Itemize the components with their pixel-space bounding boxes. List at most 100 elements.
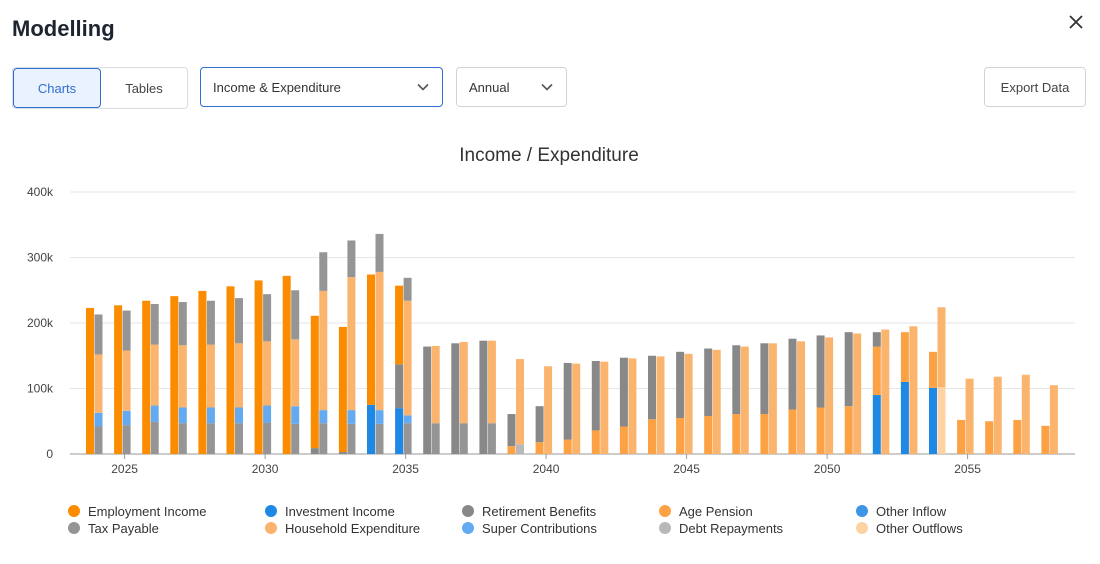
bar-investment-income[interactable] — [872, 395, 881, 454]
bar-household-expenditure[interactable] — [375, 271, 384, 411]
bar-investment-income[interactable] — [929, 387, 937, 454]
bar-retirement-benefits[interactable] — [310, 448, 319, 454]
tab-charts[interactable]: Charts — [13, 68, 101, 108]
bar-super-contributions[interactable] — [178, 407, 187, 424]
bar-tax-payable[interactable] — [206, 423, 215, 454]
bar-employment-income[interactable] — [226, 286, 235, 454]
bar-tax-payable[interactable] — [347, 423, 356, 454]
bar-retirement-benefits[interactable] — [619, 357, 628, 427]
bar-tax-payable[interactable] — [403, 277, 412, 301]
bar-employment-income[interactable] — [142, 300, 151, 454]
bar-super-contributions[interactable] — [206, 407, 215, 424]
bar-other-outflows[interactable] — [937, 387, 946, 454]
bar-retirement-benefits[interactable] — [591, 360, 600, 431]
bar-employment-income[interactable] — [395, 285, 404, 365]
legend-item-age-pension[interactable]: Age Pension — [659, 503, 856, 519]
legend-item-employment-income[interactable]: Employment Income — [68, 503, 265, 519]
bar-debt-repayments[interactable] — [516, 444, 524, 454]
bar-super-contributions[interactable] — [235, 407, 243, 424]
bar-household-expenditure[interactable] — [347, 277, 356, 411]
bar-retirement-benefits[interactable] — [760, 343, 769, 415]
bar-employment-income[interactable] — [114, 305, 123, 454]
bar-household-expenditure[interactable] — [263, 341, 272, 406]
bar-tax-payable[interactable] — [459, 423, 468, 454]
bar-household-expenditure[interactable] — [881, 329, 890, 454]
legend-item-debt-repayments[interactable]: Debt Repayments — [659, 520, 856, 536]
legend-item-other-inflow[interactable]: Other Inflow — [856, 503, 996, 519]
bar-super-contributions[interactable] — [319, 410, 328, 424]
report-type-select[interactable]: Income & Expenditure — [200, 67, 443, 107]
bar-super-contributions[interactable] — [150, 405, 159, 422]
bar-retirement-benefits[interactable] — [535, 406, 544, 443]
legend-item-tax-payable[interactable]: Tax Payable — [68, 520, 265, 536]
bar-age-pension[interactable] — [591, 430, 600, 454]
bar-household-expenditure[interactable] — [319, 290, 328, 411]
bar-tax-payable[interactable] — [235, 423, 243, 454]
bar-retirement-benefits[interactable] — [704, 348, 713, 417]
bar-tax-payable[interactable] — [122, 425, 131, 454]
bar-tax-payable[interactable] — [263, 422, 272, 454]
bar-tax-payable[interactable] — [375, 423, 384, 454]
bar-retirement-benefits[interactable] — [676, 351, 685, 418]
bar-household-expenditure[interactable] — [965, 378, 974, 454]
close-icon[interactable] — [1064, 10, 1088, 34]
bar-tax-payable[interactable] — [431, 423, 440, 454]
period-select[interactable]: Annual — [456, 67, 567, 107]
bar-age-pension[interactable] — [619, 426, 628, 454]
bar-age-pension[interactable] — [1013, 419, 1022, 454]
bar-retirement-benefits[interactable] — [395, 364, 404, 409]
bar-super-contributions[interactable] — [375, 410, 384, 424]
bar-household-expenditure[interactable] — [403, 300, 412, 416]
bar-household-expenditure[interactable] — [628, 358, 637, 454]
bar-super-contributions[interactable] — [347, 410, 356, 424]
bar-super-contributions[interactable] — [94, 412, 103, 427]
legend-item-household-expenditure[interactable]: Household Expenditure — [265, 520, 462, 536]
bar-tax-payable[interactable] — [291, 290, 300, 340]
bar-employment-income[interactable] — [338, 326, 347, 453]
bar-household-expenditure[interactable] — [684, 353, 693, 454]
bar-retirement-benefits[interactable] — [338, 452, 347, 454]
bar-super-contributions[interactable] — [403, 415, 412, 424]
bar-age-pension[interactable] — [900, 332, 909, 382]
bar-household-expenditure[interactable] — [797, 341, 805, 454]
bar-household-expenditure[interactable] — [178, 345, 187, 408]
bar-employment-income[interactable] — [282, 275, 291, 454]
bar-tax-payable[interactable] — [94, 314, 103, 355]
bar-super-contributions[interactable] — [122, 410, 131, 426]
bar-retirement-benefits[interactable] — [788, 338, 797, 410]
legend-item-other-outflows[interactable]: Other Outflows — [856, 520, 996, 536]
export-data-button[interactable]: Export Data — [984, 67, 1086, 107]
bar-tax-payable[interactable] — [178, 302, 187, 346]
bar-employment-income[interactable] — [86, 307, 94, 454]
bar-age-pension[interactable] — [704, 416, 713, 454]
bar-household-expenditure[interactable] — [768, 343, 777, 454]
bar-super-contributions[interactable] — [263, 405, 272, 423]
bar-tax-payable[interactable] — [319, 252, 328, 291]
bar-household-expenditure[interactable] — [1021, 374, 1030, 454]
bar-age-pension[interactable] — [844, 406, 853, 454]
bar-household-expenditure[interactable] — [94, 354, 103, 413]
bar-tax-payable[interactable] — [487, 423, 496, 454]
bar-household-expenditure[interactable] — [122, 350, 131, 411]
bar-age-pension[interactable] — [535, 442, 544, 454]
bar-tax-payable[interactable] — [263, 294, 272, 342]
bar-age-pension[interactable] — [507, 446, 516, 454]
bar-retirement-benefits[interactable] — [648, 355, 656, 420]
bar-tax-payable[interactable] — [206, 300, 215, 345]
bar-household-expenditure[interactable] — [937, 307, 946, 388]
bar-household-expenditure[interactable] — [431, 345, 440, 424]
bar-investment-income[interactable] — [900, 381, 909, 454]
bar-employment-income[interactable] — [170, 296, 179, 454]
bar-employment-income[interactable] — [254, 280, 263, 454]
bar-household-expenditure[interactable] — [712, 349, 721, 454]
bar-tax-payable[interactable] — [347, 240, 356, 278]
bar-household-expenditure[interactable] — [740, 346, 749, 454]
bar-household-expenditure[interactable] — [993, 376, 1002, 454]
bar-household-expenditure[interactable] — [150, 344, 159, 406]
bar-age-pension[interactable] — [929, 351, 937, 388]
bar-super-contributions[interactable] — [291, 406, 300, 424]
bar-tax-payable[interactable] — [319, 423, 328, 454]
bar-tax-payable[interactable] — [122, 310, 131, 351]
bar-investment-income[interactable] — [367, 404, 375, 454]
bar-employment-income[interactable] — [310, 315, 319, 449]
